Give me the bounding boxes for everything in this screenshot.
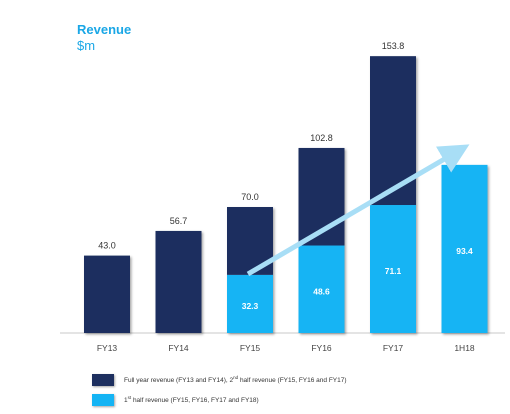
bar-group-fy14 xyxy=(155,230,202,333)
bar-full-year-fy14 xyxy=(155,230,202,333)
legend-item-full-year: Full year revenue (FY13 and FY14), 2nd h… xyxy=(92,374,347,386)
x-tick-label-fy17: FY17 xyxy=(383,343,404,353)
data-label-first-half-fy17: 71.1 xyxy=(385,266,402,276)
x-tick-label-fy13: FY13 xyxy=(97,343,118,353)
bar-full-year-fy13 xyxy=(84,255,130,333)
data-label-first-half-1h18: 93.4 xyxy=(456,246,473,256)
data-label-first-half-fy16: 48.6 xyxy=(313,286,330,296)
data-label-total-fy16: 102.8 xyxy=(310,133,333,143)
bar-full-year-fy17 xyxy=(370,56,416,206)
legend-label-full-year: Full year revenue (FY13 and FY14), 2nd h… xyxy=(124,375,347,385)
bar-group-fy16 xyxy=(298,147,345,333)
legend-swatch-full-year xyxy=(92,374,114,386)
legend-label-first-half: 1st half revenue (FY15, FY16, FY17 and F… xyxy=(124,395,259,405)
bar-first-half-fy15 xyxy=(227,274,273,333)
bar-first-half-fy16 xyxy=(298,245,345,333)
data-label-total-fy13: 43.0 xyxy=(98,241,116,251)
bar-first-half-1h18 xyxy=(441,164,488,333)
trend-arrow xyxy=(246,144,470,277)
chart-title: Revenue xyxy=(77,22,132,37)
x-tick-label-fy15: FY15 xyxy=(240,343,261,353)
data-label-total-fy15: 70.0 xyxy=(241,192,259,202)
chart-subtitle: $m xyxy=(77,38,96,53)
x-tick-label-1h18: 1H18 xyxy=(454,343,475,353)
bar-group-fy17 xyxy=(370,56,416,333)
bar-group-1h18 xyxy=(441,164,488,333)
bar-first-half-fy17 xyxy=(370,205,416,333)
data-label-total-fy14: 56.7 xyxy=(170,216,188,226)
x-tick-label-fy14: FY14 xyxy=(168,343,189,353)
x-tick-label-fy16: FY16 xyxy=(311,343,332,353)
data-label-total-fy17: 153.8 xyxy=(382,41,405,51)
legend-swatch-first-half xyxy=(92,394,114,406)
bar-group-fy13 xyxy=(84,255,130,333)
legend-item-first-half: 1st half revenue (FY15, FY16, FY17 and F… xyxy=(92,394,259,406)
data-label-first-half-fy15: 32.3 xyxy=(242,301,259,311)
